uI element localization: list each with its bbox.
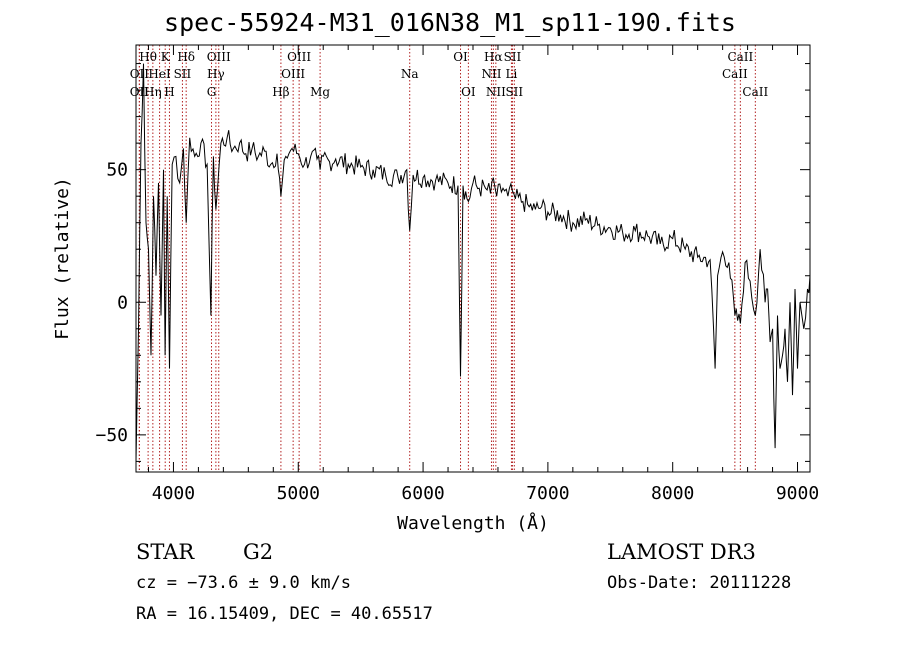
y-tick-label: 0 <box>117 292 128 313</box>
line-marker-label: NII <box>486 85 506 99</box>
coordinates-label: RA = 16.15409, DEC = 40.65517 <box>136 604 433 624</box>
redshift-label: cz = −73.6 ± 9.0 km/s <box>136 573 351 593</box>
x-tick-label: 4000 <box>152 483 195 504</box>
line-marker-label: CaII <box>742 85 768 99</box>
axis-ticks: 4000 5000 6000 7000 8000 9000 −50 0 50 <box>95 45 819 504</box>
line-marker-label: Mg <box>310 85 330 99</box>
line-marker-label: OII <box>130 67 150 81</box>
x-axis-label: Wavelength (Å) <box>397 512 549 534</box>
line-marker-label: CaII <box>727 50 753 64</box>
subclass-label: G2 <box>243 540 274 564</box>
x-tick-label: 8000 <box>651 483 694 504</box>
line-marker-label: CaII <box>722 67 748 81</box>
y-tick-label: 50 <box>106 160 128 181</box>
survey-label: LAMOST DR3 <box>607 540 756 564</box>
line-marker-label: Hθ <box>139 50 157 64</box>
line-marker-label: HeI <box>148 67 171 81</box>
line-marker-label: SII <box>505 85 523 99</box>
plot-frame <box>135 44 811 473</box>
line-marker-label: Hγ <box>207 67 225 81</box>
x-tick-label: 9000 <box>776 483 819 504</box>
line-marker-label: K <box>161 50 171 64</box>
line-marker-label: Hδ <box>177 50 195 64</box>
spectrum-series-line <box>135 63 811 462</box>
line-marker-label: OI <box>453 50 468 64</box>
chart-title: spec-55924-M31_016N38_M1_sp11-190.fits <box>164 8 736 37</box>
obs-date-label: Obs-Date: 20111228 <box>607 573 792 593</box>
x-tick-label: 6000 <box>401 483 444 504</box>
line-marker-label: OIII <box>207 50 231 64</box>
line-marker-label: Li <box>506 67 518 81</box>
line-marker-label: OIII <box>281 67 305 81</box>
class-label: STAR <box>136 540 195 564</box>
line-marker-label: Hβ <box>272 85 289 99</box>
y-tick-label: −50 <box>95 425 128 446</box>
line-marker-label: Hη <box>144 85 162 99</box>
line-marker-label: G <box>207 85 217 99</box>
line-markers <box>138 45 756 472</box>
line-marker-label: Hα <box>484 50 503 64</box>
line-marker-label: SII <box>174 67 192 81</box>
y-axis-label: Flux (relative) <box>52 177 73 340</box>
x-tick-label: 5000 <box>277 483 320 504</box>
line-marker-label: H <box>164 85 174 99</box>
line-marker-label: OI <box>461 85 476 99</box>
line-marker-label: NII <box>481 67 501 81</box>
line-marker-label: Na <box>401 67 419 81</box>
x-tick-label: 7000 <box>526 483 569 504</box>
line-marker-label: OIII <box>287 50 311 64</box>
line-marker-label: SII <box>504 50 522 64</box>
